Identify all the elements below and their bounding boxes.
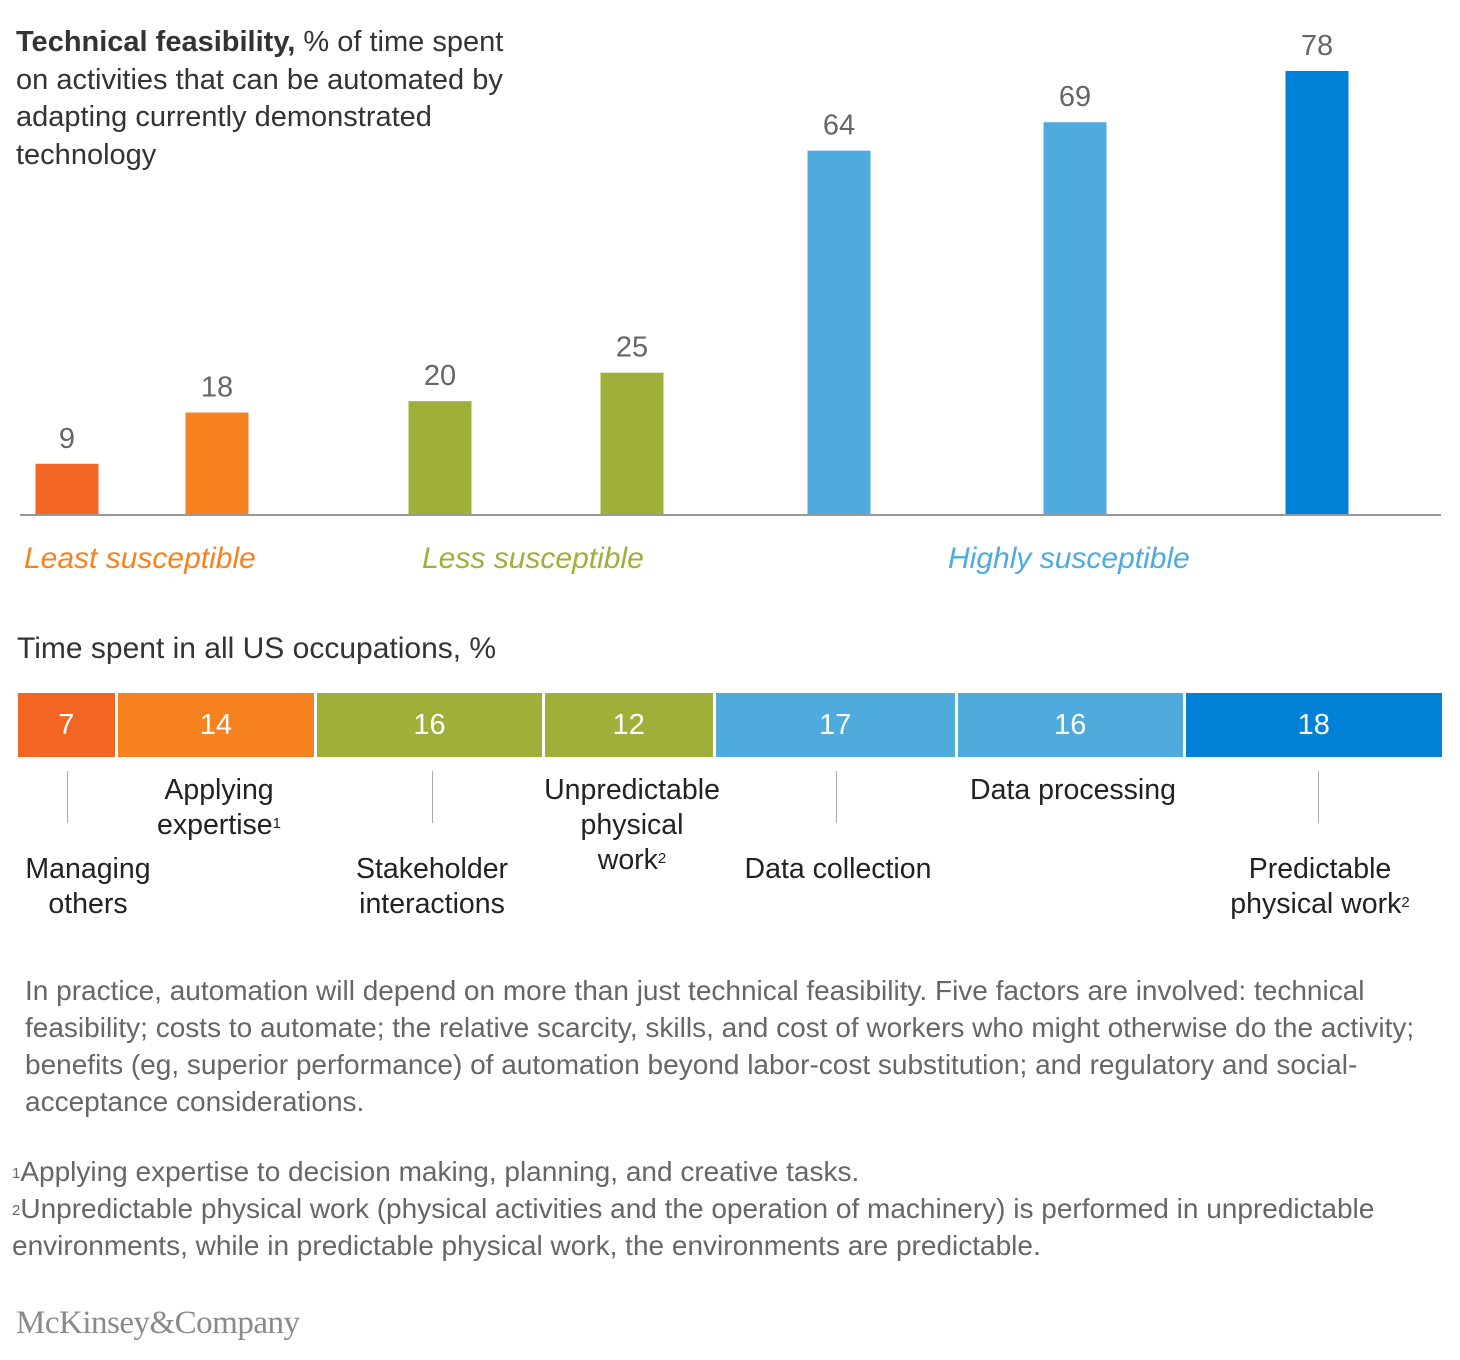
bar-value-label-1: 18 <box>201 372 233 404</box>
stacked-segment-0: 7 <box>18 693 118 757</box>
category-label-2: Stakeholder interactions <box>355 853 509 920</box>
bar-value-label-4: 64 <box>823 110 855 142</box>
time-spent-stacked-bar: 7 14 16 12 17 16 18 <box>18 693 1442 757</box>
leader-tick-4 <box>836 771 837 823</box>
category-label-3: Unpredictable physical work2 <box>544 774 720 876</box>
group-labels-layer: Least susceptible Less susceptible Highly … <box>24 542 1190 575</box>
stacked-segment-1: 14 <box>117 693 318 757</box>
footnote-1: 1Applying expertise to decision making, … <box>12 1153 1432 1190</box>
bar-6 <box>1285 71 1349 515</box>
bar-2 <box>408 401 472 515</box>
bar-value-label-5: 69 <box>1059 81 1091 113</box>
category-label-5: Data processing <box>970 774 1176 806</box>
category-label-0: Managing others <box>25 853 151 920</box>
stacked-segment-4: 17 <box>715 693 958 757</box>
bar-1 <box>185 412 249 515</box>
feasibility-bar-chart: 9 18 20 25 64 69 78 Least susceptible Less susc… <box>20 30 1441 575</box>
body-text: In practice, automation will depend on m… <box>25 975 1415 1117</box>
footnote-1-mark: 1 <box>12 1165 21 1182</box>
stacked-segment-3: 12 <box>544 693 716 757</box>
bar-4 <box>807 150 871 515</box>
category-label-6: Predictable physical work2 <box>1230 853 1410 920</box>
footnote-2-text: Unpredictable physical work (physical ac… <box>12 1193 1375 1261</box>
mckinsey-logo: McKinsey&Company <box>16 1305 300 1341</box>
group-label-0: Least susceptible <box>24 542 256 575</box>
footnote-2: 2Unpredictable physical work (physical a… <box>12 1190 1432 1264</box>
footnote-2-mark: 2 <box>12 1202 21 1219</box>
bar-value-label-2: 20 <box>424 360 456 392</box>
leader-tick-0 <box>67 771 68 823</box>
footnote-1-text: Applying expertise to decision making, p… <box>20 1156 860 1187</box>
leader-tick-6 <box>1318 771 1319 823</box>
bar-3 <box>600 372 664 515</box>
bar-value-label-6: 78 <box>1301 30 1333 62</box>
bars-layer: 9 18 20 25 64 69 78 <box>35 30 1349 515</box>
chart-title-bold: Technical feasibility, <box>16 26 296 58</box>
stacked-segment-5: 16 <box>957 693 1186 757</box>
bar-0 <box>35 463 99 515</box>
section2-title: Time spent in all US occupations, % <box>17 632 497 665</box>
stacked-segment-2: 16 <box>317 693 545 757</box>
group-label-1: Less susceptible <box>422 542 644 575</box>
category-label-4: Data collection <box>744 853 932 885</box>
stacked-segment-6: 18 <box>1185 693 1442 757</box>
bar-value-label-0: 9 <box>59 423 75 455</box>
group-label-2: Highly susceptible <box>948 542 1190 575</box>
chart-title: Technical feasibility, % of time spent o… <box>16 24 536 174</box>
category-label-1: Applying expertise1 <box>157 774 281 841</box>
chart-title-rest: % of time spent on activities that can b… <box>16 26 504 171</box>
leader-tick-2 <box>432 771 433 823</box>
bar-value-label-3: 25 <box>616 332 648 364</box>
bar-5 <box>1043 122 1107 515</box>
